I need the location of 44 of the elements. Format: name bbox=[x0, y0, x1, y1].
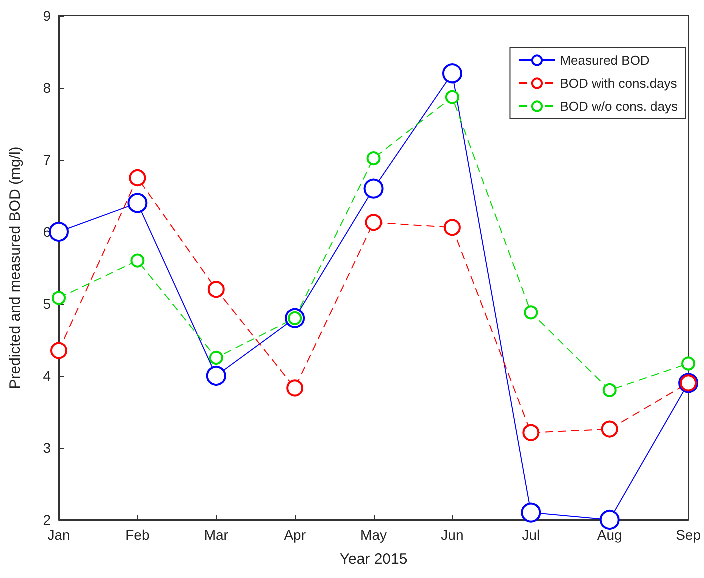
y-axis-title: Predicted and measured BOD (mg/l) bbox=[7, 146, 24, 390]
point bbox=[49, 222, 69, 242]
point bbox=[445, 90, 460, 104]
point bbox=[521, 502, 542, 523]
point bbox=[364, 178, 384, 199]
point bbox=[366, 152, 381, 166]
legend-label: BOD with cons.days bbox=[560, 76, 678, 91]
x-tick-label: Mar bbox=[204, 527, 229, 543]
point bbox=[286, 380, 304, 397]
point bbox=[522, 424, 540, 442]
legend-label: Measured BOD bbox=[560, 53, 650, 68]
point bbox=[524, 306, 538, 320]
point bbox=[52, 291, 66, 306]
point bbox=[600, 510, 620, 530]
x-axis-title: Year 2015 bbox=[340, 551, 408, 568]
x-tick-label: Aug bbox=[597, 527, 622, 543]
y-tick-label: 3 bbox=[43, 440, 52, 456]
point bbox=[444, 219, 461, 236]
x-tick-label: Jan bbox=[48, 527, 70, 543]
x-tick-label: Feb bbox=[126, 527, 150, 543]
legend-label: BOD w/o cons. days bbox=[560, 99, 678, 114]
point bbox=[50, 342, 68, 360]
point bbox=[601, 420, 618, 438]
x-tick-label: Jul bbox=[522, 527, 540, 543]
point bbox=[128, 193, 148, 214]
point bbox=[365, 214, 382, 232]
point bbox=[602, 383, 617, 398]
x-tick-label: Apr bbox=[284, 527, 306, 543]
y-tick-label: 2 bbox=[43, 512, 52, 528]
y-tick-label: 4 bbox=[43, 368, 52, 384]
point bbox=[130, 254, 145, 268]
point bbox=[208, 281, 225, 298]
x-tick-label: Jun bbox=[441, 527, 464, 543]
point bbox=[682, 356, 696, 371]
y-tick-label: 5 bbox=[43, 296, 52, 312]
x-tick-label: Sep bbox=[676, 527, 702, 543]
y-tick-label: 9 bbox=[43, 8, 52, 24]
point bbox=[206, 366, 226, 386]
x-tick-label: May bbox=[360, 527, 387, 543]
y-tick-label: 7 bbox=[43, 152, 52, 168]
y-tick-label: 8 bbox=[43, 80, 52, 96]
point bbox=[209, 351, 224, 365]
point bbox=[442, 64, 462, 84]
point bbox=[129, 170, 146, 186]
